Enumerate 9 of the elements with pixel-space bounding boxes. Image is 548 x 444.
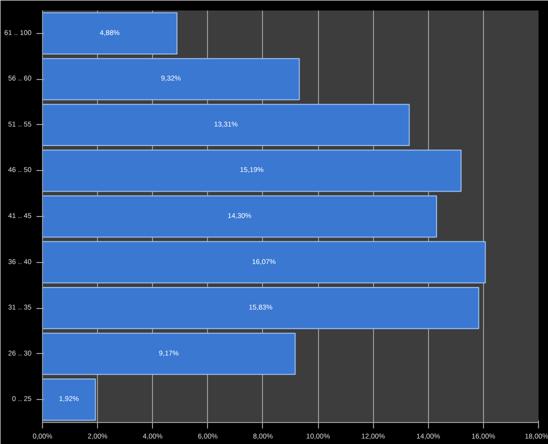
bar — [42, 241, 486, 284]
bar — [42, 150, 462, 192]
bar — [42, 332, 296, 375]
bar — [42, 12, 178, 54]
bar — [42, 286, 480, 330]
bar — [42, 195, 438, 238]
bar — [42, 58, 300, 100]
bar — [42, 378, 96, 421]
bar — [42, 104, 410, 146]
